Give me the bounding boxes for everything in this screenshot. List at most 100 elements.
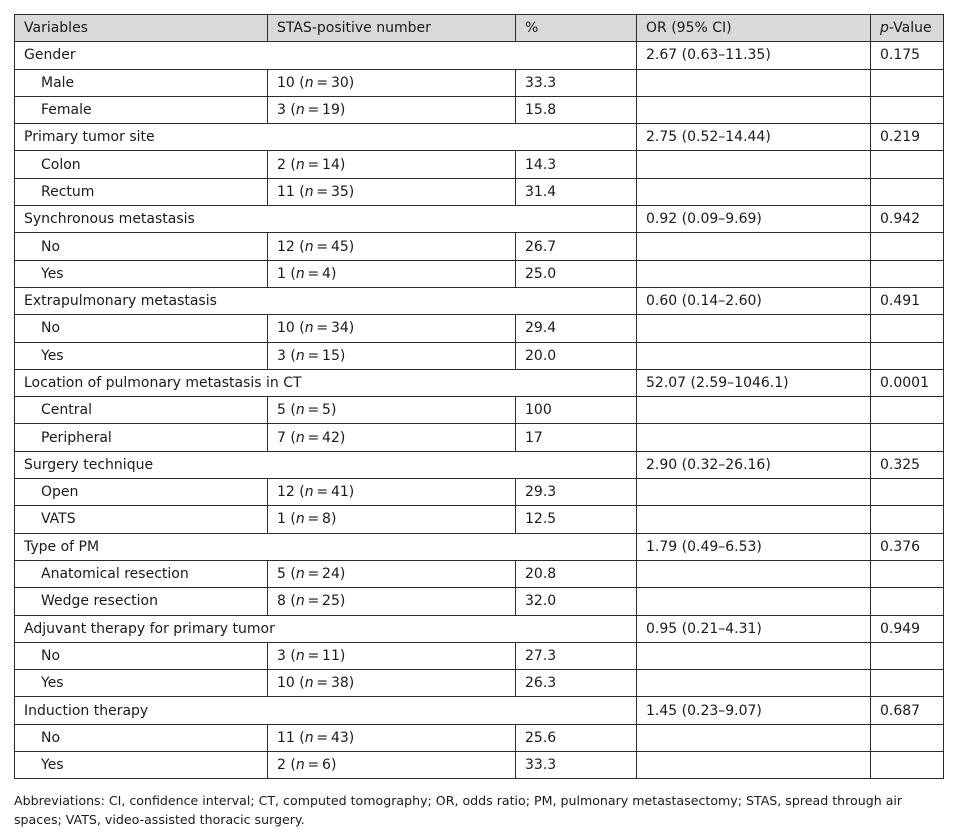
subgroup-label: Anatomical resection: [14, 559, 268, 589]
n-symbol: n: [295, 156, 305, 173]
group-p-value: 0.376: [870, 532, 944, 561]
group-or-ci: 0.95 (0.21–4.31): [636, 614, 871, 643]
subgroup-row: VATS 1 (n = 8) 12.5: [14, 505, 944, 534]
subgroup-label: Yes: [14, 751, 268, 780]
stas-count: 7: [277, 429, 286, 446]
stas-count: 5: [277, 402, 286, 419]
group-row: Location of pulmonary metastasis in CT 52…: [14, 368, 944, 398]
group-label: Synchronous metastasis: [14, 205, 637, 234]
n-symbol: n: [304, 320, 314, 337]
percent-cell: 31.4: [515, 177, 637, 207]
group-p-value: 0.219: [870, 123, 944, 152]
empty-or-cell: [636, 559, 871, 589]
empty-or-cell: [636, 505, 871, 534]
subgroup-row: Yes 10 (n = 38) 26.3: [14, 669, 944, 698]
n-symbol: n: [295, 647, 305, 664]
n-total: 19: [322, 102, 340, 119]
percent-cell: 33.3: [515, 68, 637, 97]
subgroup-row: Wedge resection 8 (n = 25) 32.0: [14, 587, 944, 616]
stas-count: 12: [277, 238, 295, 255]
empty-or-cell: [636, 723, 871, 753]
empty-or-cell: [636, 751, 871, 780]
subgroup-label: No: [14, 641, 268, 671]
percent-cell: 15.8: [515, 95, 637, 125]
subgroup-label: Wedge resection: [14, 587, 268, 616]
empty-p-cell: [870, 669, 944, 698]
empty-p-cell: [870, 587, 944, 616]
group-row: Type of PM 1.79 (0.49–6.53) 0.376: [14, 532, 944, 561]
group-row: Induction therapy 1.45 (0.23–9.07) 0.687: [14, 696, 944, 725]
group-label: Induction therapy: [14, 696, 637, 725]
percent-cell: 20.0: [515, 341, 637, 370]
empty-or-cell: [636, 232, 871, 261]
percent-cell: 29.3: [515, 478, 637, 507]
group-or-ci: 52.07 (2.59–1046.1): [636, 368, 871, 398]
empty-p-cell: [870, 150, 944, 179]
empty-p-cell: [870, 314, 944, 343]
group-or-ci: 1.45 (0.23–9.07): [636, 696, 871, 725]
group-label: Primary tumor site: [14, 123, 637, 152]
empty-or-cell: [636, 95, 871, 125]
group-p-value: 0.0001: [870, 368, 944, 398]
subgroup-label: Yes: [14, 259, 268, 288]
subgroup-row: Anatomical resection 5 (n = 24) 20.8: [14, 559, 944, 589]
subgroup-row: Central 5 (n = 5) 100: [14, 396, 944, 425]
stas-count: 10: [277, 74, 295, 91]
percent-cell: 20.8: [515, 559, 637, 589]
stas-count-cell: 11 (n = 43): [267, 723, 516, 753]
empty-p-cell: [870, 478, 944, 507]
empty-p-cell: [870, 232, 944, 261]
percent-cell: 25.6: [515, 723, 637, 753]
stas-count: 5: [277, 566, 286, 583]
subgroup-label: No: [14, 314, 268, 343]
empty-p-cell: [870, 505, 944, 534]
percent-cell: 12.5: [515, 505, 637, 534]
subgroup-row: Rectum 11 (n = 35) 31.4: [14, 177, 944, 207]
subgroup-row: No 11 (n = 43) 25.6: [14, 723, 944, 753]
group-label: Surgery technique: [14, 450, 637, 480]
n-symbol: n: [295, 402, 305, 419]
n-symbol: n: [304, 484, 314, 501]
n-total: 42: [322, 429, 340, 446]
stas-count-cell: 10 (n = 34): [267, 314, 516, 343]
group-row: Adjuvant therapy for primary tumor 0.95 (…: [14, 614, 944, 643]
group-label: Location of pulmonary metastasis in CT: [14, 368, 637, 398]
subgroup-row: Yes 2 (n = 6) 33.3: [14, 751, 944, 780]
stas-count: 1: [277, 265, 286, 282]
n-total: 35: [330, 183, 349, 200]
stas-count-cell: 2 (n = 6): [267, 751, 516, 780]
subgroup-row: Female 3 (n = 19) 15.8: [14, 95, 944, 125]
table-footnote: Abbreviations: CI, confidence interval; …: [14, 793, 903, 827]
group-row: Gender 2.67 (0.63–11.35) 0.175: [14, 41, 944, 70]
empty-or-cell: [636, 641, 871, 671]
percent-cell: 26.7: [515, 232, 637, 261]
group-row: Primary tumor site 2.75 (0.52–14.44) 0.219: [14, 123, 944, 152]
group-p-value: 0.687: [870, 696, 944, 725]
stas-count-cell: 5 (n = 5): [267, 396, 516, 425]
n-total: 5: [322, 402, 331, 419]
empty-p-cell: [870, 259, 944, 288]
empty-p-cell: [870, 641, 944, 671]
subgroup-label: Female: [14, 95, 268, 125]
group-row: Surgery technique 2.90 (0.32–26.16) 0.325: [14, 450, 944, 480]
empty-p-cell: [870, 723, 944, 753]
stas-count-cell: 3 (n = 19): [267, 95, 516, 125]
stas-count-cell: 1 (n = 4): [267, 259, 516, 288]
n-symbol: n: [295, 429, 305, 446]
subgroup-label: Rectum: [14, 177, 268, 207]
group-label: Gender: [14, 41, 637, 70]
n-total: 24: [322, 566, 340, 583]
n-total: 38: [330, 675, 349, 692]
group-p-value: 0.949: [870, 614, 944, 643]
stas-count: 3: [277, 647, 286, 664]
n-total: 11: [322, 647, 340, 664]
percent-cell: 25.0: [515, 259, 637, 288]
subgroup-row: No 10 (n = 34) 29.4: [14, 314, 944, 343]
n-total: 15: [322, 347, 340, 364]
group-row: Extrapulmonary metastasis 0.60 (0.14–2.60…: [14, 286, 944, 316]
stas-count-cell: 11 (n = 35): [267, 177, 516, 207]
empty-p-cell: [870, 423, 944, 452]
subgroup-row: Male 10 (n = 30) 33.3: [14, 68, 944, 97]
subgroup-row: No 12 (n = 45) 26.7: [14, 232, 944, 261]
subgroup-label: Yes: [14, 341, 268, 370]
